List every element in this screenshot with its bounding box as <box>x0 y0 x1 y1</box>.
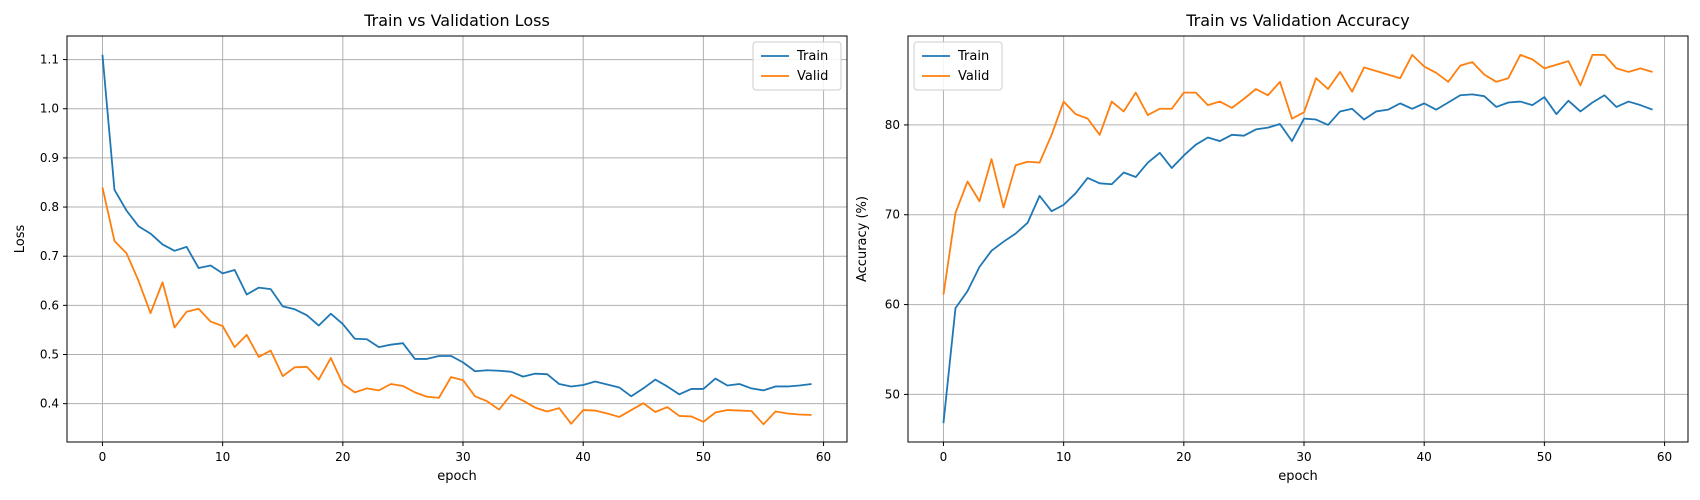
loss-x-tick-label: 10 <box>215 450 230 464</box>
loss-legend-label-valid: Valid <box>797 69 828 84</box>
loss-series-valid-line <box>101 187 812 426</box>
accuracy-legend-label-train: Train <box>957 49 989 64</box>
accuracy-chart-title: Train vs Validation Accuracy <box>1185 11 1410 30</box>
accuracy-x-tick-label: 10 <box>1056 450 1071 464</box>
loss-x-tick-label: 20 <box>335 450 350 464</box>
loss-y-tick-label: 1.0 <box>40 102 59 116</box>
loss-y-tick-label: 0.8 <box>40 200 59 214</box>
accuracy-x-axis-label: epoch <box>1278 469 1318 484</box>
accuracy-plot-frame <box>907 35 1689 443</box>
loss-x-tick-label: 60 <box>816 450 831 464</box>
loss-series-train-line <box>101 54 812 398</box>
loss-chart: 0 10 20 30 40 50 60 0.4 0.5 0.6 0.7 0.8 0.9 1.0 1.1 Tra… <box>13 11 848 484</box>
accuracy-y-tick-label: 50 <box>885 387 900 401</box>
loss-legend-box <box>752 41 842 91</box>
accuracy-series-valid-line <box>942 53 1653 295</box>
loss-chart-title: Train vs Validation Loss <box>363 11 550 30</box>
loss-y-tick-label: 0.6 <box>40 298 59 312</box>
accuracy-series-train-line <box>942 93 1653 424</box>
loss-x-tick-label: 40 <box>576 450 591 464</box>
loss-plot-frame <box>66 35 848 443</box>
accuracy-legend-box <box>913 41 1003 91</box>
accuracy-chart: 0 10 20 30 40 50 60 50 60 70 80 Train vs Validation… <box>855 11 1689 484</box>
loss-y-tick-label: 0.7 <box>40 249 59 263</box>
accuracy-y-tick-label: 60 <box>885 298 900 312</box>
accuracy-legend-label-valid: Valid <box>958 69 989 84</box>
loss-y-axis-label: Loss <box>13 225 28 254</box>
loss-y-tick-label: 0.4 <box>40 397 59 411</box>
accuracy-x-tick-label: 20 <box>1176 450 1191 464</box>
accuracy-legend: Train Valid <box>913 41 1003 91</box>
loss-legend-label-train: Train <box>796 49 828 64</box>
accuracy-y-tick-label: 70 <box>885 208 900 222</box>
accuracy-x-tick-label: 60 <box>1657 450 1672 464</box>
accuracy-x-tick-label: 30 <box>1296 450 1311 464</box>
accuracy-x-tick-label: 0 <box>940 450 948 464</box>
accuracy-x-tick-label: 50 <box>1537 450 1552 464</box>
loss-y-tick-label: 0.9 <box>40 151 59 165</box>
accuracy-y-tick-label: 80 <box>885 118 900 132</box>
loss-x-tick-label: 30 <box>455 450 470 464</box>
accuracy-x-tick-label: 40 <box>1417 450 1432 464</box>
loss-x-axis-label: epoch <box>437 469 477 484</box>
loss-legend: Train Valid <box>752 41 842 91</box>
accuracy-y-axis-label: Accuracy (%) <box>855 196 870 282</box>
loss-y-tick-label: 0.5 <box>40 348 59 362</box>
loss-x-tick-label: 0 <box>99 450 107 464</box>
loss-x-tick-label: 50 <box>696 450 711 464</box>
loss-y-tick-label: 1.1 <box>40 53 59 67</box>
